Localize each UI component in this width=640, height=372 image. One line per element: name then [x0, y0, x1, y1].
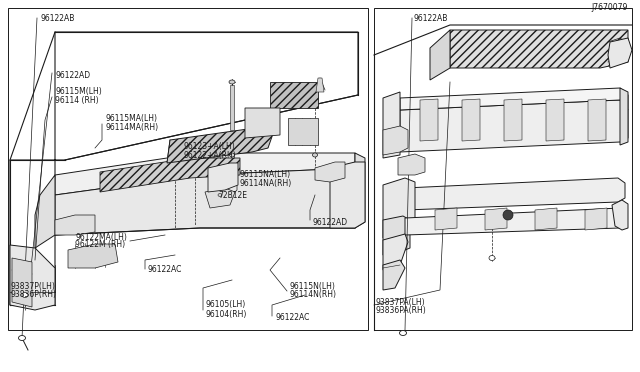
Text: 96123+A(LH): 96123+A(LH): [183, 141, 235, 151]
Ellipse shape: [312, 153, 317, 157]
Polygon shape: [230, 85, 234, 130]
Polygon shape: [400, 100, 628, 152]
Polygon shape: [383, 126, 408, 155]
Ellipse shape: [218, 193, 222, 196]
Polygon shape: [405, 208, 625, 235]
Text: 96114 (RH): 96114 (RH): [55, 96, 99, 105]
Polygon shape: [245, 108, 280, 138]
Polygon shape: [620, 88, 628, 145]
Polygon shape: [450, 30, 628, 68]
Ellipse shape: [19, 336, 26, 340]
Text: 93836PA(RH): 93836PA(RH): [376, 307, 427, 315]
Polygon shape: [100, 158, 240, 192]
Polygon shape: [167, 128, 275, 163]
Polygon shape: [10, 245, 55, 310]
Polygon shape: [462, 99, 480, 141]
Polygon shape: [12, 258, 32, 307]
Polygon shape: [430, 30, 450, 80]
Text: 96114N(RH): 96114N(RH): [290, 291, 337, 299]
Polygon shape: [420, 99, 438, 141]
Text: 96115NA(LH): 96115NA(LH): [240, 170, 291, 179]
Text: 96122M (RH): 96122M (RH): [75, 241, 125, 250]
Text: 96122+A(RH): 96122+A(RH): [183, 151, 236, 160]
Text: 96115MA(LH): 96115MA(LH): [105, 113, 157, 122]
Text: 96104(RH): 96104(RH): [206, 310, 248, 318]
Text: 96115N(LH): 96115N(LH): [290, 282, 336, 291]
Polygon shape: [435, 208, 457, 230]
Ellipse shape: [230, 153, 234, 157]
Text: J7670079: J7670079: [591, 3, 628, 12]
Polygon shape: [398, 154, 425, 175]
Text: 93837P(LH): 93837P(LH): [10, 282, 55, 291]
Text: 96122AD: 96122AD: [313, 218, 348, 227]
Polygon shape: [400, 88, 628, 110]
Polygon shape: [355, 153, 365, 228]
Polygon shape: [55, 168, 355, 235]
Ellipse shape: [489, 256, 495, 260]
Text: 96114NA(RH): 96114NA(RH): [240, 179, 292, 187]
Polygon shape: [504, 99, 522, 141]
Polygon shape: [383, 234, 408, 270]
Text: 96105(LH): 96105(LH): [206, 301, 246, 310]
Polygon shape: [608, 38, 632, 68]
Polygon shape: [383, 92, 400, 158]
Bar: [374, 8, 632, 330]
Polygon shape: [315, 162, 345, 182]
Polygon shape: [288, 118, 318, 145]
Polygon shape: [208, 163, 238, 192]
Polygon shape: [316, 78, 324, 92]
Text: 96122AB: 96122AB: [414, 13, 449, 22]
Text: 96122AC: 96122AC: [148, 266, 182, 275]
Polygon shape: [485, 208, 507, 230]
Polygon shape: [35, 175, 55, 248]
Polygon shape: [383, 216, 410, 255]
Polygon shape: [612, 200, 628, 230]
Text: 93836P(RH): 93836P(RH): [10, 291, 56, 299]
Text: 93837PA(LH): 93837PA(LH): [376, 298, 426, 307]
Polygon shape: [383, 178, 415, 238]
Polygon shape: [68, 244, 118, 268]
Polygon shape: [405, 178, 625, 210]
Ellipse shape: [22, 292, 28, 298]
Polygon shape: [55, 153, 355, 195]
Text: 96122AB: 96122AB: [40, 13, 74, 22]
Polygon shape: [10, 32, 358, 305]
Polygon shape: [588, 99, 606, 141]
Ellipse shape: [229, 80, 235, 84]
Polygon shape: [535, 208, 557, 230]
Polygon shape: [330, 162, 365, 228]
Polygon shape: [383, 260, 405, 290]
Text: 96122AD: 96122AD: [55, 71, 90, 80]
Bar: [8, 8, 368, 330]
Text: 72B12E: 72B12E: [218, 190, 247, 199]
Circle shape: [503, 210, 513, 220]
Text: 96115M(LH): 96115M(LH): [55, 87, 102, 96]
Polygon shape: [55, 215, 95, 235]
Text: 96122MA(LH): 96122MA(LH): [75, 232, 127, 241]
Text: 96122AC: 96122AC: [276, 314, 310, 323]
Polygon shape: [205, 188, 235, 208]
Polygon shape: [546, 99, 564, 141]
Ellipse shape: [399, 330, 406, 336]
Polygon shape: [585, 208, 607, 230]
Polygon shape: [270, 82, 318, 108]
Text: 96114MA(RH): 96114MA(RH): [105, 122, 158, 131]
